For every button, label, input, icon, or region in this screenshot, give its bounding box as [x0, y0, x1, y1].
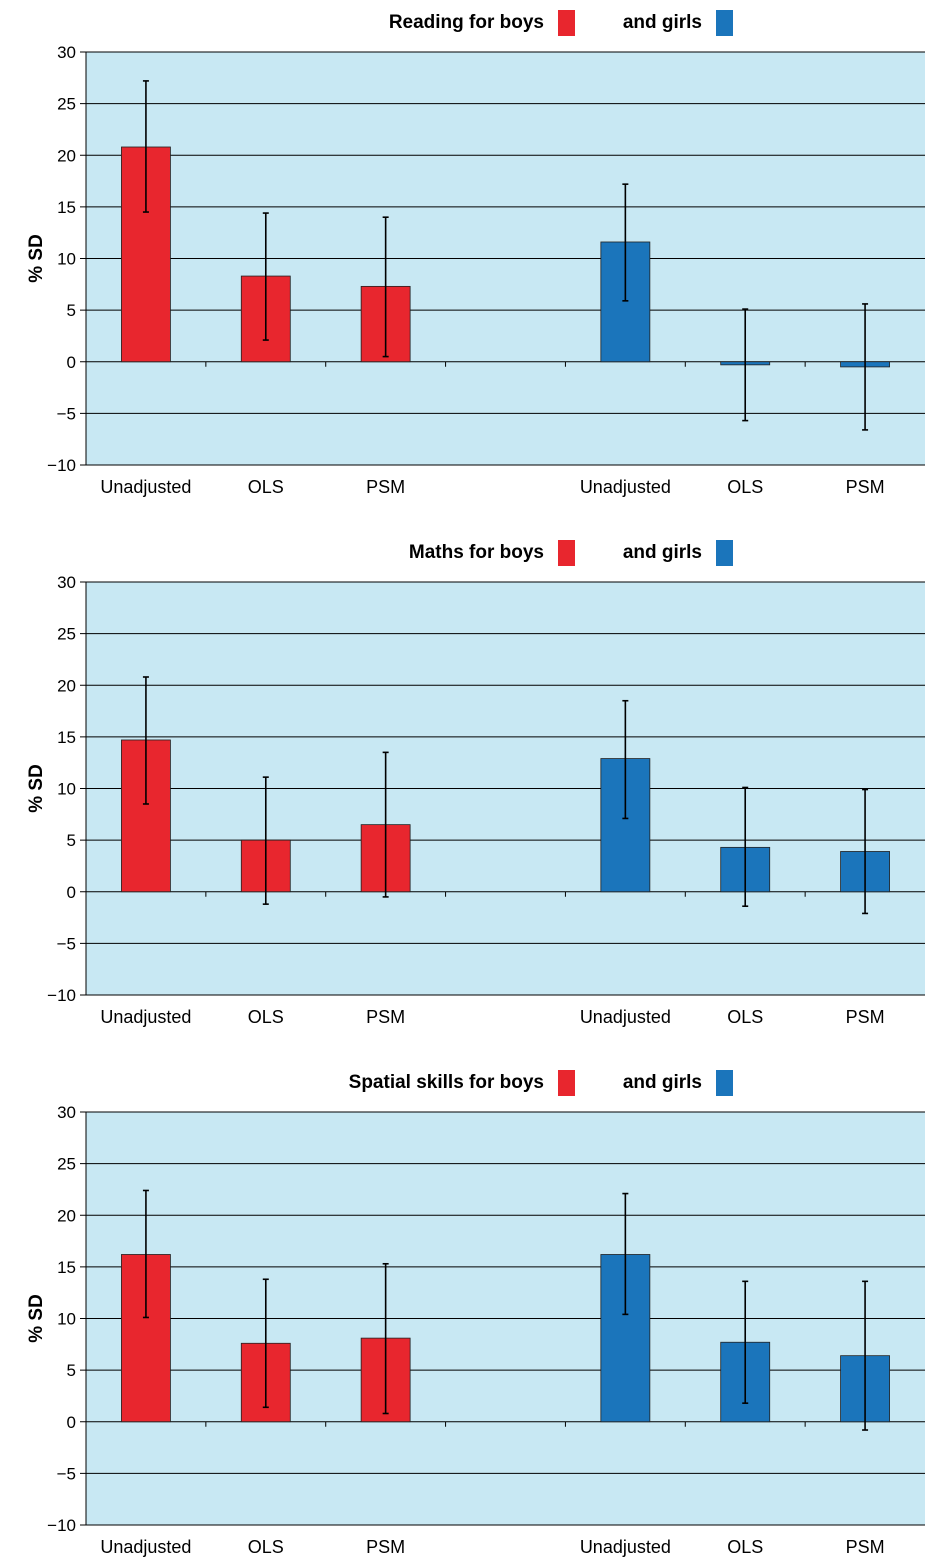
- y-axis-label: % SD: [26, 234, 47, 283]
- x-tick-label: PSM: [366, 1537, 405, 1557]
- x-tick-label: OLS: [727, 1537, 763, 1557]
- y-tick-label: 15: [57, 1258, 76, 1277]
- legend-swatch-boys: [558, 540, 575, 566]
- chart-panel-3: 30 25 20 15 10 5 0 −5 −10 % SD Unadjusted OLS PSM Una…: [26, 1070, 925, 1557]
- chart-panel-2: 30 25 20 15 10 5 0 −5 −10 % SD Unadjusted OLS PSM Una…: [26, 540, 925, 1027]
- y-tick-label: 30: [57, 43, 76, 62]
- chart-panel-1: 30 25 20 15 10 5 0 −5 −10 % SD Unadjusted OLS PSM Una…: [26, 10, 925, 497]
- x-tick-label: PSM: [846, 477, 885, 497]
- y-tick-label: −5: [57, 934, 76, 953]
- y-tick-label: 10: [57, 780, 76, 799]
- legend-swatch-boys: [558, 10, 575, 36]
- x-tick-label: Unadjusted: [580, 1537, 671, 1557]
- legend-label-girls: and girls: [623, 542, 702, 563]
- y-tick-label: 25: [57, 625, 76, 644]
- x-tick-label: OLS: [248, 1537, 284, 1557]
- y-tick-label: −10: [47, 1516, 76, 1535]
- y-tick-label: 20: [57, 146, 76, 165]
- y-tick-label: 5: [67, 831, 76, 850]
- y-tick-label: 5: [67, 301, 76, 320]
- y-tick-label: 20: [57, 1206, 76, 1225]
- x-tick-label: OLS: [248, 1007, 284, 1027]
- y-tick-label: 25: [57, 95, 76, 114]
- y-tick-label: −5: [57, 404, 76, 423]
- legend-swatch-girls: [716, 10, 733, 36]
- y-tick-label: 30: [57, 573, 76, 592]
- y-tick-label: 20: [57, 676, 76, 695]
- x-tick-label: PSM: [846, 1007, 885, 1027]
- legend-swatch-girls: [716, 1070, 733, 1096]
- x-tick-label: OLS: [727, 1007, 763, 1027]
- chart-title: Spatial skills for boys: [349, 1072, 544, 1093]
- y-tick-label: 15: [57, 198, 76, 217]
- x-tick-label: OLS: [248, 477, 284, 497]
- y-tick-label: 0: [67, 883, 76, 902]
- legend-swatch-girls: [716, 540, 733, 566]
- legend-label-girls: and girls: [623, 12, 702, 33]
- y-tick-label: 30: [57, 1103, 76, 1122]
- y-tick-label: 0: [67, 353, 76, 372]
- y-tick-label: 25: [57, 1155, 76, 1174]
- chart-title: Reading for boys: [389, 12, 544, 33]
- x-tick-label: OLS: [727, 477, 763, 497]
- y-tick-label: −5: [57, 1464, 76, 1483]
- y-axis-label: % SD: [26, 1294, 47, 1343]
- legend-label-girls: and girls: [623, 1072, 702, 1093]
- x-tick-label: Unadjusted: [100, 1007, 191, 1027]
- y-tick-label: 0: [67, 1413, 76, 1432]
- x-tick-label: Unadjusted: [100, 1537, 191, 1557]
- x-tick-label: Unadjusted: [100, 477, 191, 497]
- x-tick-label: PSM: [366, 477, 405, 497]
- y-tick-label: −10: [47, 986, 76, 1005]
- y-tick-label: 5: [67, 1361, 76, 1380]
- x-tick-label: Unadjusted: [580, 1007, 671, 1027]
- y-tick-label: 10: [57, 250, 76, 269]
- y-axis-label: % SD: [26, 764, 47, 813]
- x-tick-label: Unadjusted: [580, 477, 671, 497]
- x-tick-label: PSM: [366, 1007, 405, 1027]
- x-tick-label: PSM: [846, 1537, 885, 1557]
- legend-swatch-boys: [558, 1070, 575, 1096]
- chart-title: Maths for boys: [409, 542, 544, 563]
- y-tick-label: 15: [57, 728, 76, 747]
- y-tick-label: 10: [57, 1310, 76, 1329]
- y-tick-label: −10: [47, 456, 76, 475]
